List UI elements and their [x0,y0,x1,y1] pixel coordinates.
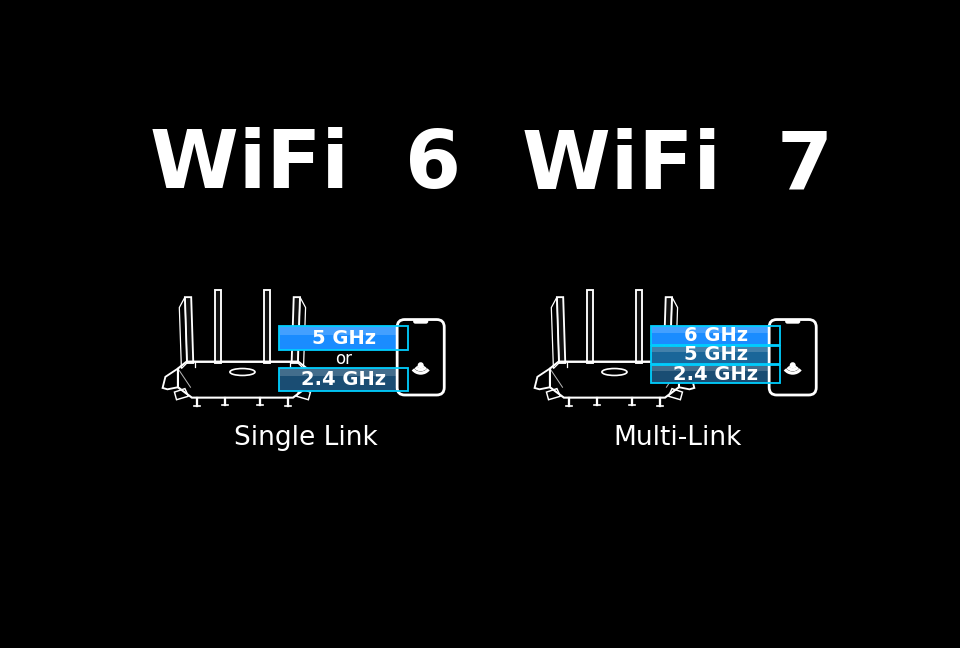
Bar [278,327,408,334]
Bar [651,346,780,364]
Bar [278,327,408,349]
Bar [651,346,780,364]
Text: Multi-Link: Multi-Link [613,425,742,451]
Bar [651,365,780,384]
Bar [651,365,780,384]
Polygon shape [636,290,642,363]
Text: WiFi  7: WiFi 7 [522,127,833,205]
Polygon shape [587,290,593,363]
FancyBboxPatch shape [769,319,816,395]
Bar [651,327,780,345]
Bar [278,327,408,349]
FancyBboxPatch shape [413,319,428,324]
Text: 2.4 GHz: 2.4 GHz [301,370,386,389]
Polygon shape [292,297,300,363]
Text: 6 GHz: 6 GHz [684,326,748,345]
Bar [651,327,780,345]
Bar [651,365,780,371]
Circle shape [419,363,423,367]
Polygon shape [185,297,193,363]
Polygon shape [215,290,221,363]
Text: 5 GHz: 5 GHz [312,329,375,347]
Text: 2.4 GHz: 2.4 GHz [673,365,758,384]
Text: 5 GHz: 5 GHz [684,345,748,364]
Bar [651,327,780,333]
Bar [651,346,780,352]
Polygon shape [663,297,672,363]
Text: Single Link: Single Link [234,425,378,451]
Circle shape [790,363,795,367]
Text: or: or [335,350,352,368]
Bar [278,368,408,391]
Bar [278,368,408,376]
FancyBboxPatch shape [397,319,444,395]
Text: WiFi  6: WiFi 6 [151,127,462,205]
FancyBboxPatch shape [785,319,801,324]
Bar [278,368,408,391]
Polygon shape [557,297,565,363]
Polygon shape [264,290,270,363]
